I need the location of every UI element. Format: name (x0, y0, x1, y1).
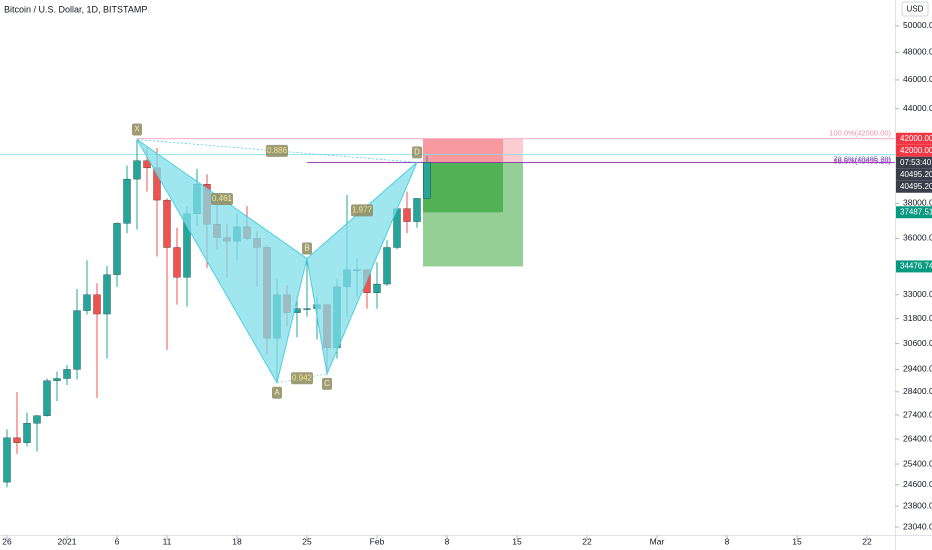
target1-zone (423, 162, 503, 213)
y-tick-label: 24600.00 (903, 479, 932, 489)
y-tick-label: 33000.00 (903, 289, 932, 299)
ratio-label: 0.461 (212, 194, 233, 203)
pattern-point-box (132, 123, 142, 136)
x-tick-label: 15 (792, 536, 802, 546)
ratio-label: 1.977 (352, 206, 373, 215)
currency-button[interactable] (901, 1, 929, 17)
candle-body (3, 437, 11, 483)
candle-body (143, 160, 151, 169)
price-badge (896, 260, 932, 273)
y-tick-label: 30600.00 (903, 338, 932, 348)
stop-zone-inner (423, 138, 503, 163)
x-tick-label: 2021 (58, 536, 77, 546)
price-badge-label: 40495.20 (900, 170, 932, 179)
candle-body (93, 294, 101, 315)
price-badge (896, 132, 932, 145)
x-tick-label: 8 (725, 536, 730, 546)
candle-body (133, 160, 141, 180)
price-badge-label: 42000.00 (900, 146, 932, 155)
fib-level-label: 100.0%(42000.00) (829, 129, 891, 138)
y-tick-label: 23040.00 (903, 521, 932, 531)
x-tick-label: 15 (512, 536, 522, 546)
candle-body (33, 415, 41, 424)
y-tick-label: 50000.00 (903, 20, 932, 30)
y-tick-label: 46000.00 (903, 74, 932, 84)
pattern-point-box (412, 146, 422, 159)
fib-level-label: 78.6%(40495.20) (833, 154, 891, 163)
stop-zone (423, 138, 523, 163)
candle-body (373, 283, 381, 293)
price-badge (896, 168, 932, 181)
x-tick-label: 8 (445, 536, 450, 546)
pattern-point-label: X (134, 125, 140, 134)
price-badge-label: 34476.74 (900, 262, 932, 271)
candle-body (23, 423, 31, 443)
price-badge-label: 40495.20 (900, 182, 932, 191)
pattern-point-label: C (324, 379, 330, 388)
candle-body (303, 308, 311, 310)
y-tick-label: 48000.00 (903, 47, 932, 57)
candle-body (43, 380, 51, 416)
pattern-point-box (322, 377, 332, 390)
chart-title: Bitcoin / U.S. Dollar, 1D, BITSTAMP (4, 4, 147, 14)
x-tick-label: 18 (232, 536, 242, 546)
x-tick-label: 22 (862, 536, 872, 546)
x-tick-label: Mar (650, 536, 665, 546)
x-tick-label: 26 (2, 536, 12, 546)
price-badge (896, 144, 932, 157)
currency[interactable]: USD (907, 5, 924, 14)
ratio-line (136, 139, 308, 259)
x-tick-label: 25 (302, 536, 312, 546)
candle-body (173, 247, 181, 278)
y-tick-label: 31800.00 (903, 313, 932, 323)
price-badge-label: 07:53:40 (900, 158, 932, 167)
candle-body (383, 247, 391, 285)
pattern-point-box (302, 242, 312, 255)
ratio-label: 0.886 (267, 146, 288, 155)
candle-body (103, 274, 111, 315)
x-tick-label: 11 (163, 536, 172, 546)
y-tick-label: 28400.00 (903, 386, 932, 396)
candle-body (113, 223, 121, 275)
candle-body (53, 378, 61, 381)
y-tick-label: 44000.00 (903, 103, 932, 113)
pattern-point-label: B (304, 244, 309, 253)
x-tick-label: 6 (115, 536, 120, 546)
y-tick-label: 38000.00 (903, 198, 932, 208)
candle-body (83, 294, 91, 311)
candle-body (403, 208, 411, 222)
ratio-box (266, 144, 288, 157)
fib-level-label: 88.6%(40495.20) (833, 156, 891, 165)
ratio-box (351, 204, 373, 217)
ratio-box (291, 372, 313, 385)
price-badge (896, 156, 932, 169)
candle-body (63, 369, 71, 379)
candle-body (413, 198, 421, 222)
price-badge (896, 206, 932, 219)
pattern-point-label: D (414, 147, 420, 156)
candle-body (423, 162, 431, 199)
y-tick-label: 23800.00 (903, 500, 932, 510)
pattern-point-box (272, 386, 282, 399)
ratio-label: 0.942 (292, 373, 313, 382)
candle-body (13, 437, 21, 443)
pattern-point-label: A (274, 388, 280, 397)
x-tick-label: Feb (370, 536, 385, 546)
y-tick-label: 27400.00 (903, 409, 932, 419)
candle-body (163, 199, 171, 248)
x-tick-label: 22 (582, 536, 592, 546)
candle-body (73, 310, 81, 370)
price-badge (896, 180, 932, 193)
y-tick-label: 26400.00 (903, 433, 932, 443)
candle-body (123, 178, 131, 224)
y-tick-label: 25400.00 (903, 458, 932, 468)
y-tick-label: 29400.00 (903, 364, 932, 374)
y-tick-label: 36000.00 (903, 233, 932, 243)
price-badge-label: 42000.00 (900, 134, 932, 143)
ratio-box (211, 193, 233, 206)
price-badge-label: 37487.51 (900, 207, 932, 216)
